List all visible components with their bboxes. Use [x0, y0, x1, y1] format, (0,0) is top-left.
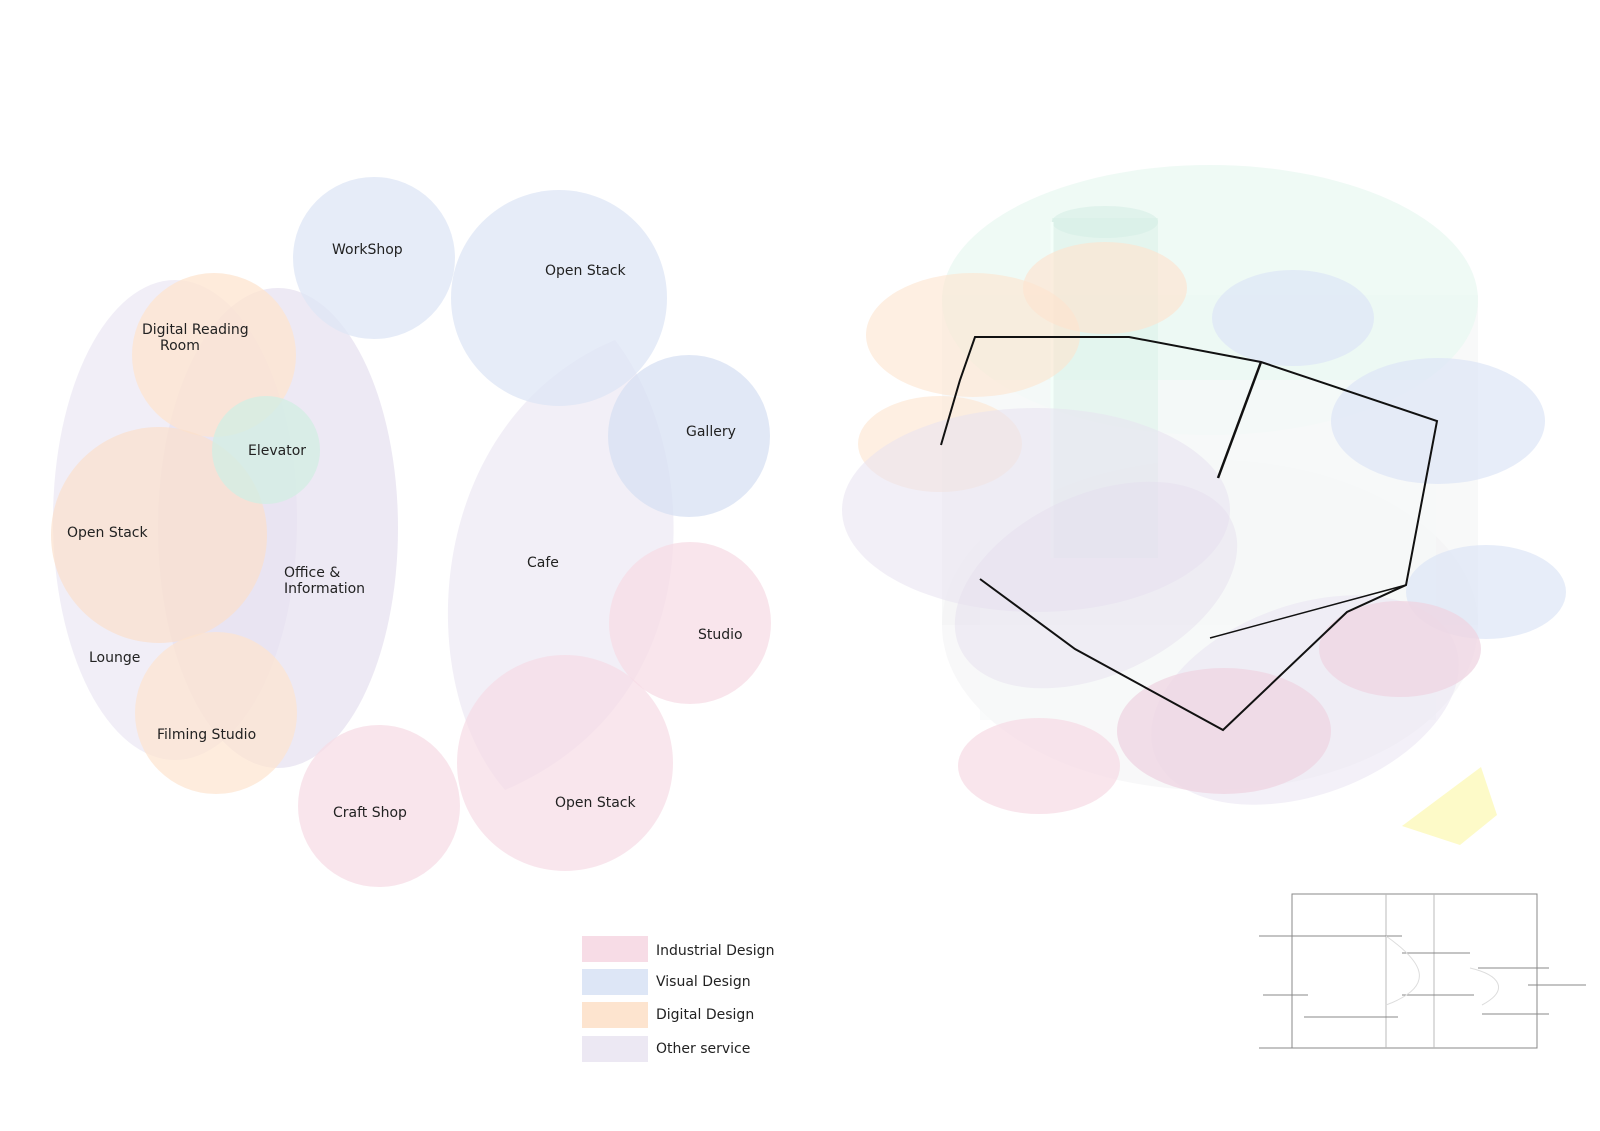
label-open-stack-left: Open Stack: [67, 525, 148, 541]
circulation-branch-upper: [1216, 361, 1263, 479]
label-open-stack-top: Open Stack: [545, 263, 626, 279]
legend-label-industrial-design: Industrial Design: [656, 943, 774, 959]
legend-label-digital-design: Digital Design: [656, 1007, 754, 1023]
mini-elevation-diagram: [1259, 893, 1586, 1049]
label-filming-studio: Filming Studio: [157, 727, 256, 743]
label-workshop: WorkShop: [332, 242, 403, 258]
disc-visual-top: [1212, 270, 1374, 366]
disc-other-center: [954, 481, 1238, 689]
mini-elevation-curve: [1385, 935, 1499, 1006]
disc-industrial-right: [1319, 601, 1481, 697]
bubble-elevator: [212, 396, 320, 504]
disc-other-left: [842, 408, 1230, 612]
legend-label-other-service: Other service: [656, 1041, 750, 1057]
legend-swatch-digital-design: [582, 1002, 648, 1028]
bubble-open-stack-left: [51, 427, 267, 643]
bubble-filming-studio: [135, 632, 297, 794]
label-craft-shop: Craft Shop: [333, 805, 407, 821]
legend-swatch-visual-design: [582, 969, 648, 995]
mini-elevation-frame: [1291, 893, 1538, 1049]
bubble-studio: [609, 542, 771, 704]
bubble-gallery: [608, 355, 770, 517]
bubble-digital-reading-room: [132, 273, 296, 437]
label-digital-reading-room-1: Digital Reading: [142, 322, 249, 338]
label-elevator: Elevator: [248, 443, 306, 459]
bubble-open-stack-bottom: [457, 655, 673, 871]
label-studio: Studio: [698, 627, 743, 643]
legend: Industrial Design Visual Design Digital …: [582, 936, 774, 1062]
circulation-path: [940, 336, 1439, 732]
label-cafe: Cafe: [527, 555, 559, 571]
disc-industrial-bottom: [1117, 668, 1331, 794]
bubble-workshop: [293, 177, 455, 339]
label-digital-reading-room-2: Room: [160, 338, 200, 354]
legend-label-visual-design: Visual Design: [656, 974, 751, 990]
disc-digital-upper-mid: [1023, 242, 1187, 334]
label-gallery: Gallery: [686, 424, 736, 440]
highlight-wedge: [1402, 767, 1497, 845]
bubble-open-stack-top: [451, 190, 667, 406]
legend-swatch-other-service: [582, 1036, 648, 1062]
legend-swatch-industrial-design: [582, 936, 648, 962]
label-lounge: Lounge: [89, 650, 140, 666]
disc-industrial-left: [958, 718, 1120, 814]
bubble-diagram: WorkShop Open Stack Digital Reading Room…: [51, 177, 771, 887]
label-open-stack-bottom: Open Stack: [555, 795, 636, 811]
disc-digital-upper-left: [866, 273, 1080, 397]
massing-diagram: [842, 165, 1566, 845]
circulation-branch-lower: [1209, 584, 1407, 639]
label-office-1: Office &: [284, 565, 340, 581]
elevator-shaft-cap: [1052, 206, 1158, 238]
label-office-2: Information: [284, 581, 365, 597]
bubble-craft-shop: [298, 725, 460, 887]
